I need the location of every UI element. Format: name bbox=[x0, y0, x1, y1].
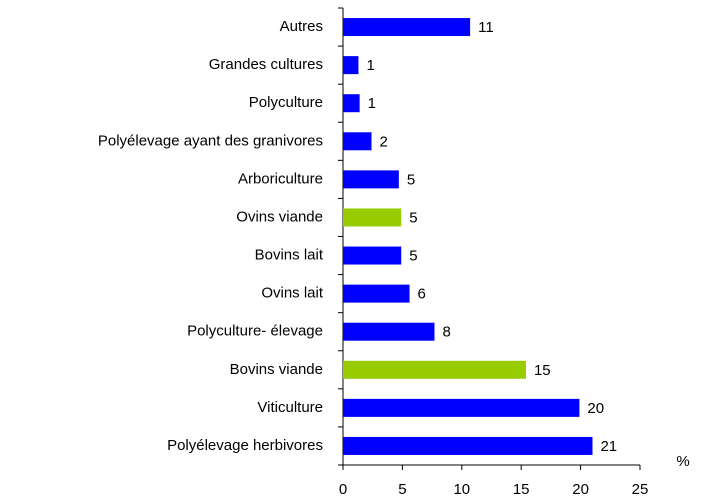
bar bbox=[343, 170, 399, 189]
x-tick-label: 5 bbox=[398, 481, 406, 498]
data-label: 6 bbox=[418, 286, 426, 303]
x-tick-label: 0 bbox=[339, 481, 347, 498]
y-tick-label: Bovins lait bbox=[255, 247, 324, 264]
data-label: 2 bbox=[380, 133, 388, 150]
y-tick-label: Autres bbox=[280, 18, 323, 35]
y-tick-label: Ovins viande bbox=[236, 208, 323, 225]
bar bbox=[343, 246, 402, 265]
data-label: 1 bbox=[366, 57, 374, 74]
y-tick-label: Polyélevage ayant des granivores bbox=[98, 132, 323, 149]
x-tick-label: 15 bbox=[513, 481, 530, 498]
y-tick-label: Polyélevage herbivores bbox=[167, 437, 323, 454]
y-tick-label: Ovins lait bbox=[261, 285, 324, 302]
x-tick-label: 10 bbox=[453, 481, 470, 498]
bar bbox=[343, 322, 435, 341]
bar bbox=[343, 94, 360, 113]
bar bbox=[343, 284, 410, 303]
x-tick-label: 25 bbox=[632, 481, 649, 498]
bar bbox=[343, 208, 402, 227]
data-label: 15 bbox=[534, 362, 551, 379]
y-tick-label: Viticulture bbox=[257, 399, 323, 416]
data-label: 5 bbox=[409, 209, 417, 226]
bar bbox=[343, 18, 471, 37]
y-tick-label: Grandes cultures bbox=[209, 56, 323, 73]
data-label: 11 bbox=[478, 19, 494, 36]
data-label: 5 bbox=[409, 248, 417, 265]
y-tick-label: Arboriculture bbox=[238, 170, 323, 187]
bar bbox=[343, 360, 526, 379]
bar bbox=[343, 436, 593, 455]
y-tick-label: Polyculture bbox=[249, 94, 323, 111]
data-label: 5 bbox=[407, 171, 415, 188]
data-label: 21 bbox=[600, 438, 617, 455]
data-label: 1 bbox=[368, 95, 376, 112]
x-tick-label: 20 bbox=[572, 481, 589, 498]
y-tick-label: Polyculture- élevage bbox=[187, 323, 323, 340]
data-label: 8 bbox=[442, 324, 450, 341]
bar bbox=[343, 56, 359, 75]
bar bbox=[343, 398, 580, 417]
y-tick-label: Bovins viande bbox=[230, 361, 323, 378]
data-label: 20 bbox=[587, 400, 604, 417]
x-axis-label: % bbox=[676, 453, 689, 470]
bar bbox=[343, 132, 372, 151]
